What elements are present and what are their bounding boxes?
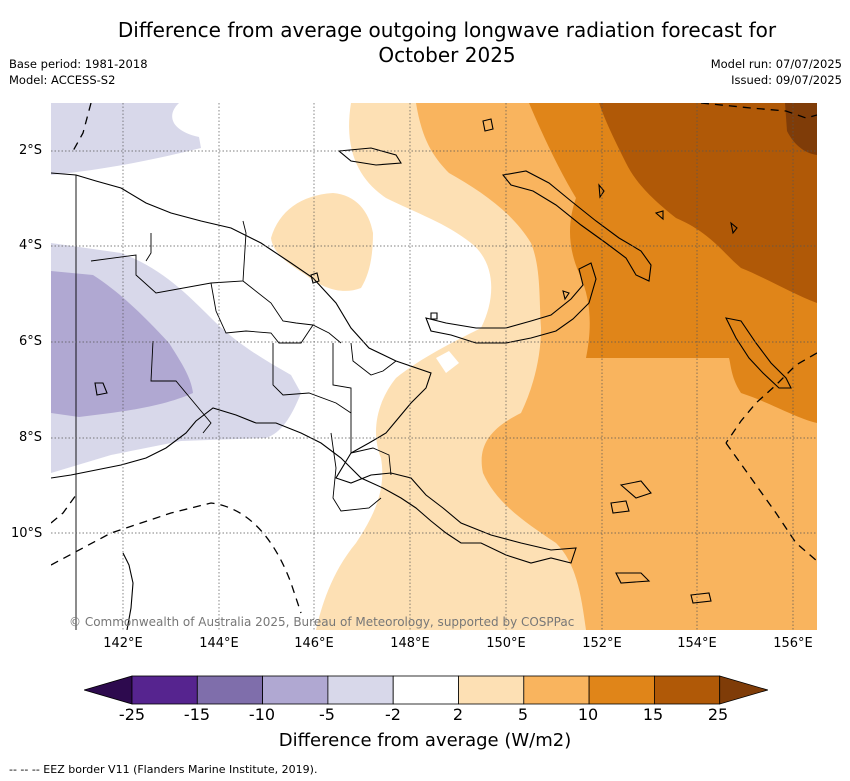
cb-label-4: -5 — [319, 705, 335, 724]
cb-label-8: 10 — [577, 705, 599, 724]
coastlines — [51, 118, 792, 630]
colorbar-segment — [327, 675, 394, 705]
cb-label-3: -10 — [248, 705, 276, 724]
colorbar-segment — [458, 675, 525, 705]
eez-borders — [51, 103, 817, 614]
contour-pos-over-25 — [785, 103, 817, 155]
cb-label-5: -2 — [385, 705, 401, 724]
lon-tick-142e: 142°E — [103, 636, 143, 651]
meta-right: Model run: 07/07/2025 Issued: 09/07/2025 — [711, 56, 842, 88]
lon-tick-150e: 150°E — [486, 636, 526, 651]
colorbar-segment — [654, 675, 721, 705]
lat-tick-4s: 4°S — [19, 238, 43, 253]
cb-label-7: 5 — [517, 705, 529, 724]
colorbar-segment — [196, 675, 264, 705]
contour-neg-5-to-10 — [51, 271, 193, 417]
cb-label-2: -15 — [183, 705, 211, 724]
contour-neg-2-to-5-north — [51, 103, 201, 175]
lon-tick-146e: 146°E — [294, 636, 334, 651]
cb-label-1: -25 — [118, 705, 146, 724]
forecast-map: © Commonwealth of Australia 2025, Bureau… — [51, 103, 817, 630]
lon-tick-152e: 152°E — [582, 636, 622, 651]
cb-label-10: 25 — [707, 705, 729, 724]
colorbar — [84, 675, 768, 705]
copyright-text: © Commonwealth of Australia 2025, Bureau… — [69, 615, 574, 629]
colorbar-segments — [84, 675, 768, 705]
manus-coast — [337, 147, 402, 166]
model-run: Model run: 07/07/2025 — [710, 57, 842, 71]
east-islands — [610, 480, 712, 604]
colorbar-segment — [262, 675, 329, 705]
lon-tick-144e: 144°E — [199, 636, 239, 651]
cb-label-9: 15 — [642, 705, 664, 724]
new-britain-coast — [425, 262, 597, 344]
lat-tick-2s: 2°S — [19, 143, 43, 158]
title-line-2: October 2025 — [378, 43, 516, 67]
contour-pos-15-to-25 — [599, 103, 817, 303]
issued-date: Issued: 09/07/2025 — [731, 73, 842, 87]
colorbar-title: Difference from average (W/m2) — [278, 730, 572, 751]
cb-label-6: 2 — [452, 705, 464, 724]
colorbar-segment — [523, 675, 590, 705]
eez-legend: -- -- -- EEZ border V11 (Flanders Marine… — [9, 763, 318, 776]
title-line-1: Difference from average outgoing longwav… — [117, 18, 777, 42]
lon-tick-156e: 156°E — [773, 636, 813, 651]
lat-tick-8s: 8°S — [19, 430, 43, 445]
colorbar-segment — [588, 675, 655, 705]
meta-left: Base period: 1981-2018 Model: ACCESS-S2 — [9, 56, 148, 88]
chart-title: Difference from average outgoing longwav… — [60, 18, 834, 68]
lon-tick-154e: 154°E — [677, 636, 717, 651]
base-period: Base period: 1981-2018 — [9, 57, 148, 71]
colorbar-segment — [131, 675, 198, 705]
lat-tick-6s: 6°S — [19, 334, 43, 349]
new-ireland-coast — [501, 170, 652, 282]
australia-coast — [122, 552, 134, 630]
colorbar-extend-low — [84, 675, 133, 705]
model-name: Model: ACCESS-S2 — [9, 73, 116, 87]
lon-tick-148e: 148°E — [390, 636, 430, 651]
province-borders — [75, 175, 397, 630]
bougainville-coast — [725, 317, 792, 389]
new-guinea-coast — [51, 172, 577, 564]
lat-tick-10s: 10°S — [11, 526, 43, 541]
colorbar-segment — [392, 675, 459, 705]
graticule — [51, 103, 817, 630]
colorbar-extend-high — [719, 675, 768, 705]
contour-gap-patch — [436, 351, 459, 373]
